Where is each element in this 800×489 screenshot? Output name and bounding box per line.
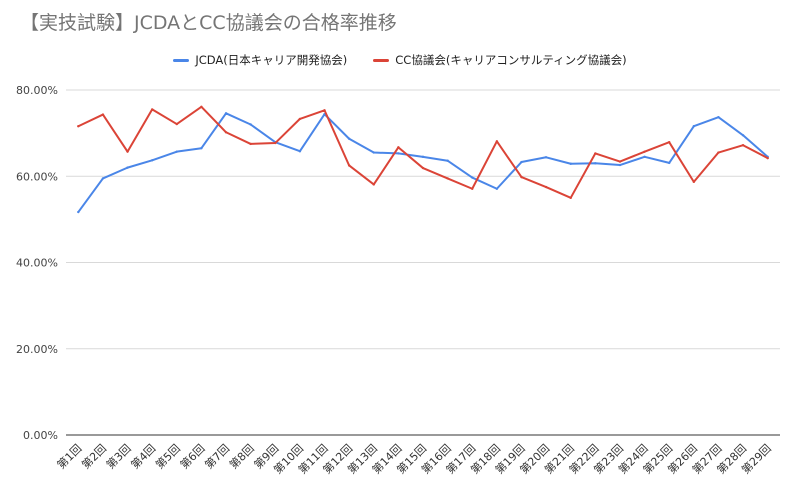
data-point-cc [224,131,228,134]
data-point-cc [274,141,277,145]
data-point-jcda [741,134,745,137]
data-point-cc [150,108,154,111]
legend-label-cc: CC協議会(キャリアコンサルティング協議会) [395,53,627,67]
data-point-jcda [668,161,671,165]
x-tick-label: 第8回 [226,441,256,471]
data-point-jcda [372,151,375,154]
data-point-cc [77,125,80,128]
data-point-jcda [446,159,449,162]
series-line-cc [77,105,769,199]
data-point-jcda [150,159,154,162]
data-point-jcda [126,166,129,169]
data-point-jcda [594,162,597,165]
x-tick-label: 第5回 [153,441,183,471]
data-point-jcda [224,112,228,115]
data-point-cc [692,180,696,184]
data-point-jcda [298,150,302,153]
data-point-cc [175,122,178,126]
legend-swatch-jcda [173,58,190,62]
data-point-cc [594,152,597,155]
data-point-jcda [618,163,622,167]
data-point-jcda [692,125,696,128]
data-point-cc [741,144,745,147]
data-point-jcda [717,115,720,119]
data-point-cc [347,164,351,167]
x-tick-label: 第1回 [54,441,84,471]
data-point-cc [397,146,400,149]
data-point-cc [101,113,105,116]
data-point-cc [421,166,425,170]
data-point-jcda [200,147,203,150]
data-point-jcda [643,155,646,159]
x-tick-label: 第4回 [128,441,158,471]
data-point-cc [668,140,671,144]
data-point-jcda [347,137,351,140]
data-point-jcda [101,177,105,180]
y-tick-label: 60.00% [16,170,58,183]
data-point-jcda [495,187,499,190]
y-tick-label: 40.00% [16,257,58,270]
data-point-jcda [249,123,252,126]
y-tick-label: 0.00% [23,429,58,442]
data-point-cc [495,140,499,143]
legend-label-jcda: JCDA(日本キャリア開発協会) [195,53,348,67]
data-point-cc [520,175,523,179]
data-point-cc [766,156,769,160]
y-tick-label: 20.00% [16,343,58,356]
data-point-cc [200,105,203,109]
data-point-cc [618,160,622,163]
data-point-cc [446,177,449,180]
data-point-jcda [77,210,80,214]
data-point-cc [717,151,720,154]
legend: JCDA(日本キャリア開発協会) CC協議会(キャリアコンサルティング協議会) [0,52,800,68]
data-point-cc [323,109,326,112]
x-tick-label: 第6回 [177,441,207,471]
data-point-jcda [471,176,474,179]
data-point-cc [544,185,548,189]
data-point-jcda [421,155,425,159]
data-point-jcda [520,160,523,164]
data-point-jcda [569,162,572,165]
data-point-jcda [175,150,178,153]
data-point-cc [569,196,572,200]
x-tick-label: 第2回 [79,441,109,471]
legend-item-cc: CC協議会(キャリアコンサルティング協議会) [373,52,627,68]
series-line-jcda [77,112,769,214]
data-point-cc [643,150,646,153]
data-point-jcda [544,156,548,159]
legend-swatch-cc [373,58,390,62]
chart-title: 【実技試験】JCDAとCC協議会の合格率推移 [20,12,397,34]
data-point-cc [126,150,129,153]
data-point-cc [298,117,302,121]
legend-item-jcda: JCDA(日本キャリア開発協会) [173,52,347,68]
data-point-jcda [397,152,400,155]
y-tick-label: 80.00% [16,84,58,97]
data-point-cc [249,142,252,146]
x-tick-label: 第3回 [103,441,133,471]
data-point-cc [372,183,375,186]
data-point-cc [471,187,474,190]
x-tick-label: 第7回 [202,441,232,471]
